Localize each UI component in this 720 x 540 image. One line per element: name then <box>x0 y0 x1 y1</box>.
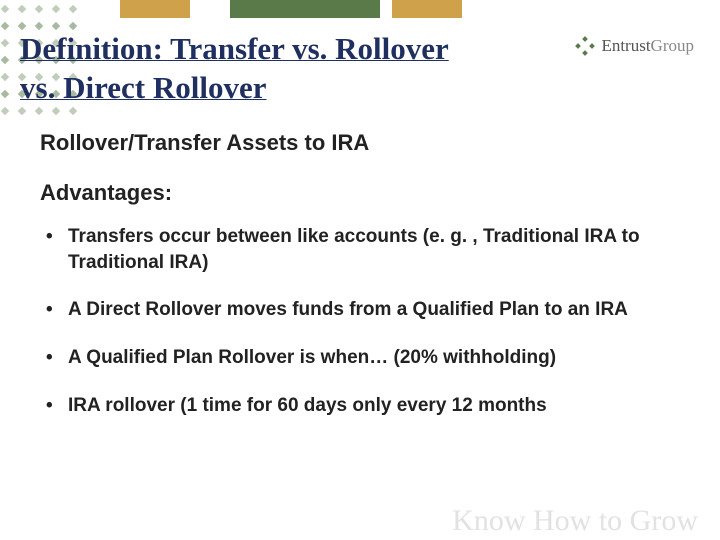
logo-strong: Entrust <box>601 36 650 55</box>
logo-light: Group <box>651 36 694 55</box>
title-block: Definition: Transfer vs. Rollover vs. Di… <box>20 30 490 108</box>
content-area: Rollover/Transfer Assets to IRA Advantag… <box>40 130 670 440</box>
watermark-text: Know How to Grow <box>452 504 698 538</box>
logo-icon <box>575 36 595 56</box>
slide-title: Definition: Transfer vs. Rollover vs. Di… <box>20 30 490 108</box>
brand-logo: EntrustGroup <box>575 36 694 56</box>
top-bar-segment <box>380 0 392 18</box>
logo-text: EntrustGroup <box>601 36 694 56</box>
top-bar-segment <box>392 0 462 18</box>
top-bar-segment <box>190 0 230 18</box>
top-bar-segment <box>230 0 380 18</box>
top-bar-segment <box>462 0 720 18</box>
bullet-item: Transfers occur between like accounts (e… <box>68 224 670 275</box>
top-bar-segment <box>120 0 190 18</box>
bullet-item: A Direct Rollover moves funds from a Qua… <box>68 297 670 323</box>
advantages-heading: Advantages: <box>40 180 670 206</box>
top-color-bar <box>0 0 720 18</box>
bullet-item: IRA rollover (1 time for 60 days only ev… <box>68 393 670 419</box>
bullet-list: Transfers occur between like accounts (e… <box>40 224 670 418</box>
bullet-item: A Qualified Plan Rollover is when… (20% … <box>68 345 670 371</box>
subtitle: Rollover/Transfer Assets to IRA <box>40 130 670 156</box>
